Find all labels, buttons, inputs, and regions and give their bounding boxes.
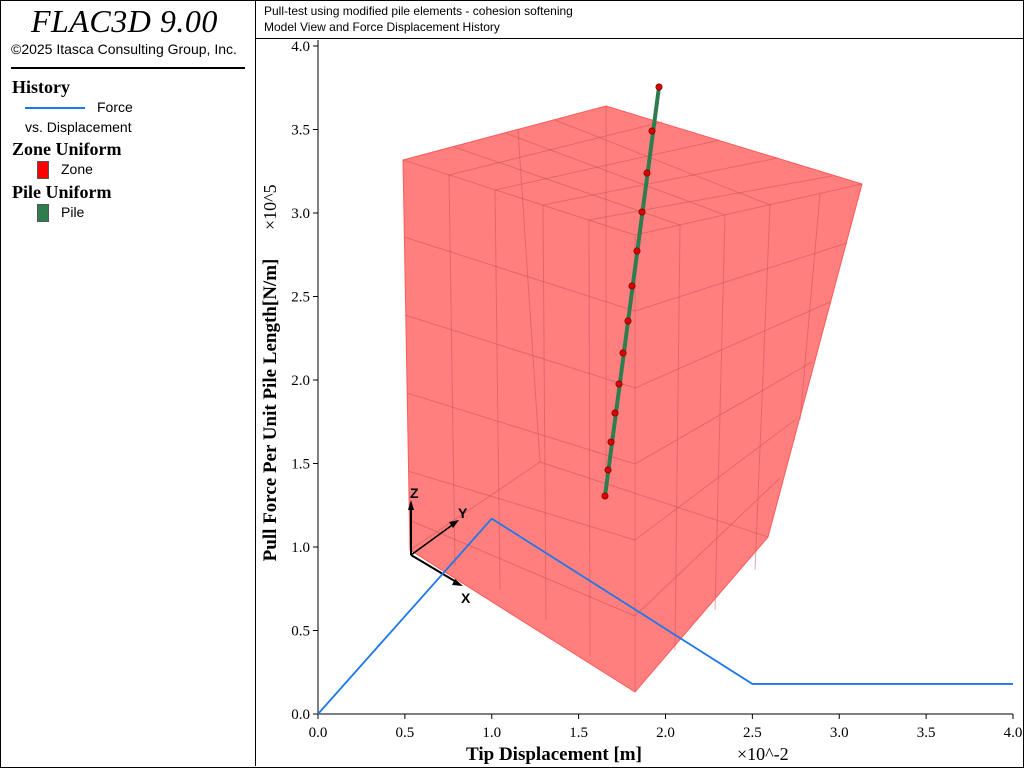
- y-tick-label: 2.5: [291, 290, 310, 306]
- triad-y-label: Y: [458, 505, 468, 521]
- y-tick-label: 3.0: [291, 206, 310, 222]
- triad-x-axis: [410, 554, 459, 584]
- series-layer: [317, 517, 1013, 715]
- force-displacement-line: [317, 517, 1013, 715]
- triad-z-label: Z: [410, 485, 419, 501]
- pile-node: [638, 208, 646, 216]
- plot-title-line2: Model View and Force Displacement Histor…: [264, 20, 500, 34]
- pile-node: [624, 317, 632, 325]
- pile: [601, 83, 663, 500]
- pile-node: [648, 127, 656, 135]
- legend-zone-heading: Zone Uniform: [12, 139, 122, 159]
- y-tick-label: 2.0: [291, 373, 310, 389]
- y-ticks: 0.0 0.5 1.0 1.5 2.0 2.5 3.0 3.5 4.0: [291, 39, 318, 723]
- legend-history-item: Force: [97, 99, 133, 115]
- pile-node: [633, 247, 641, 255]
- x-axis-multiplier: ×10^-2: [737, 744, 789, 764]
- pile-node: [628, 282, 636, 290]
- x-tick-label: 0.0: [309, 725, 328, 741]
- x-tick-label: 2.0: [656, 725, 675, 741]
- y-tick-label: 0.0: [291, 707, 310, 723]
- legend-history-heading: History: [12, 77, 70, 97]
- legend-history-item-sub: vs. Displacement: [25, 119, 132, 135]
- pile-node: [619, 349, 627, 357]
- triad-y-arrow: [449, 520, 459, 528]
- legend-zone-item: Zone: [61, 161, 93, 177]
- zone-grid: [402, 106, 863, 692]
- pile-node: [655, 83, 663, 91]
- triad-x-label: X: [461, 590, 471, 606]
- legend-divider: [11, 67, 245, 69]
- legend-pile-item: Pile: [61, 204, 85, 220]
- pile-node: [607, 438, 615, 446]
- pile-node: [601, 492, 609, 500]
- pile-node: [604, 466, 612, 474]
- force-line-swatch: [25, 107, 85, 109]
- copyright-text: ©2025 Itasca Consulting Group, Inc.: [11, 41, 237, 57]
- header-divider: [256, 38, 1023, 39]
- y-tick-label: 1.5: [291, 457, 310, 473]
- legend-pile-heading: Pile Uniform: [12, 182, 112, 202]
- x-tick-label: 2.5: [743, 725, 762, 741]
- x-tick-label: 4.0: [1004, 725, 1023, 741]
- x-tick-label: 0.5: [396, 725, 415, 741]
- legend-panel: FLAC3D 9.00 ©2025 Itasca Consulting Grou…: [1, 1, 256, 766]
- pile-nodes: [601, 83, 663, 500]
- x-tick-label: 3.5: [917, 725, 936, 741]
- y-tick-label: 0.5: [291, 624, 310, 640]
- chart-axes: 0.0 0.5 1.0 1.5 2.0 2.5 3.0 3.5 4.0 0.0 0.5 1.0 1.5…: [291, 39, 1022, 741]
- zone-color-swatch: [37, 161, 49, 179]
- triad-y-axis: [410, 522, 456, 556]
- pile-node: [643, 169, 651, 177]
- triad-x-arrow: [452, 579, 463, 586]
- x-ticks: 0.0 0.5 1.0 1.5 2.0 2.5 3.0 3.5 4.0: [309, 714, 1023, 741]
- x-tick-label: 1.0: [482, 725, 501, 741]
- triad-z-arrow: [408, 500, 414, 510]
- x-tick-label: 1.5: [569, 725, 588, 741]
- x-axis-title: Tip Displacement [m]: [466, 744, 642, 765]
- y-axis-title: Pull Force Per Unit Pile Length[N/m]: [260, 259, 281, 562]
- pile-node: [611, 409, 619, 417]
- y-tick-label: 4.0: [291, 39, 310, 55]
- zone-block: [402, 105, 863, 693]
- pile-node: [615, 380, 623, 388]
- plot-title-line1: Pull-test using modified pile elements -…: [264, 4, 573, 18]
- zone-block-body: [403, 106, 862, 692]
- pile-element: [603, 86, 661, 497]
- y-tick-label: 1.0: [291, 540, 310, 556]
- app-title: FLAC3D 9.00: [31, 3, 218, 39]
- y-axis-multiplier: ×10^5: [260, 184, 280, 230]
- x-tick-label: 3.0: [830, 725, 849, 741]
- axis-triad: Z Y X: [408, 485, 471, 606]
- y-tick-label: 3.5: [291, 123, 310, 139]
- pile-color-swatch: [37, 204, 49, 222]
